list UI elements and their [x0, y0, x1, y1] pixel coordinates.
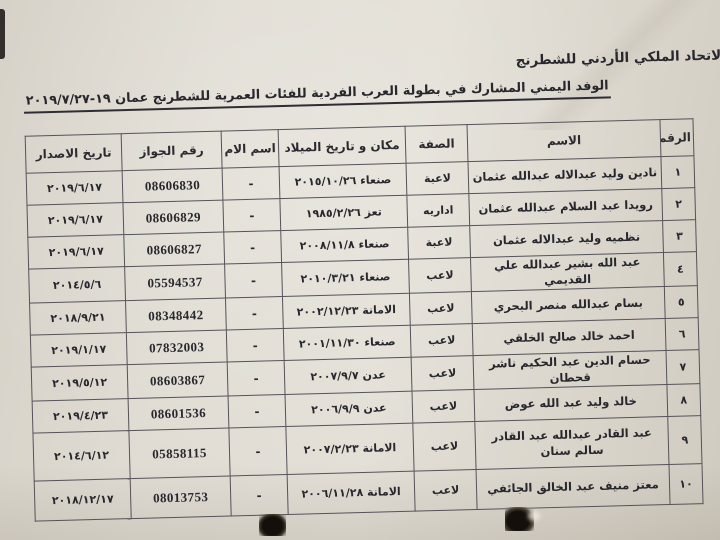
issue-date: ٢٠١٤/٥/٦ — [28, 266, 126, 304]
member-role: لاعب — [412, 421, 477, 472]
member-name: نظميه وليد عبدالاله عثمان — [469, 220, 664, 258]
issue-date: ٢٠١٤/٦/١٢ — [32, 430, 131, 482]
member-role: لاعبة — [406, 161, 469, 196]
col-header-name: الاسم — [467, 119, 661, 162]
passport-number: 08603867 — [127, 362, 229, 399]
member-name: نادين وليد عبدالاله عبدالله عثمان — [467, 156, 662, 194]
member-name: حسام الدين عبد الحكيم ناشر قحطان — [473, 350, 667, 390]
row-number: ٥ — [664, 285, 699, 319]
member-name: احمد خالد صالح الخلقي — [472, 318, 667, 356]
member-role: اداريه — [406, 193, 470, 228]
row-number: ٣ — [662, 219, 697, 253]
mother-name: - — [225, 296, 284, 331]
row-number: ٨ — [666, 383, 701, 417]
passport-number: 05858115 — [128, 428, 231, 479]
document-subtitle: الوفد اليمني المشارك في بطولة العرب الفر… — [23, 78, 611, 114]
col-header-birth: مكان و تاريخ الميلاد — [278, 126, 407, 167]
passport-number: 08606830 — [122, 168, 223, 203]
birth-place-date: عدن ٢٠٠٧/٩/٧ — [284, 357, 412, 395]
row-number: ١ — [660, 155, 695, 189]
col-header-issued: تاريخ الاصدار — [25, 133, 123, 174]
birth-place-date: صنعاء ٢٠١٥/١٠/٢٦ — [279, 163, 407, 199]
row-number: ٩ — [667, 415, 702, 465]
birth-place-date: صنعاء ٢٠٠١/١١/٣٠ — [283, 325, 412, 361]
member-role: لاعب — [414, 469, 478, 512]
issue-date: ٢٠١٨/٩/٢١ — [29, 300, 127, 336]
row-number: ٢ — [661, 187, 696, 221]
member-name: خالد وليد عبد الله عوض — [473, 384, 668, 422]
issue-date: ٢٠١٨/١٢/١٧ — [34, 478, 132, 522]
member-role: لاعبة — [407, 225, 471, 260]
issue-date: ٢٠١٩/٥/١٢ — [31, 364, 129, 402]
birth-place-date: الامانة ٢٠٠٢/١٢/٢٣ — [282, 293, 411, 329]
row-number: ٦ — [665, 317, 699, 351]
delegation-table: الرقم الاسم الصفة مكان و تاريخ الميلاد ا… — [25, 118, 704, 522]
col-header-role: الصفة — [405, 124, 468, 164]
col-header-mother: اسم الام — [221, 129, 280, 169]
issue-date: ٢٠١٩/١/١٧ — [30, 332, 128, 368]
passport-number: 05594537 — [124, 264, 226, 301]
issue-date: ٢٠١٩/٦/١٧ — [27, 234, 125, 270]
member-role: لاعب — [409, 291, 473, 326]
passport-number: 08013753 — [130, 476, 232, 519]
passport-number: 08606827 — [123, 232, 225, 267]
passport-number: 08348442 — [125, 298, 227, 333]
issue-date: ٢٠١٩/٦/١٧ — [26, 170, 123, 206]
mother-name: - — [230, 474, 289, 517]
federation-title: الاتحاد الملكي الأردني للشطرنج — [515, 47, 720, 69]
member-name: عبد القادر عبدالله عبد القادر سالم سنان — [474, 416, 669, 470]
birth-place-date: الامانة ٢٠٠٧/٢/٢٣ — [285, 423, 415, 475]
birth-place-date: عدن ٢٠٠٦/٩/٩ — [285, 391, 413, 427]
passport-number: 07832003 — [126, 330, 228, 365]
member-role: لاعب — [410, 323, 474, 358]
birth-place-date: الامانة ٢٠٠٦/١١/٢٨ — [287, 471, 416, 515]
member-role: لاعب — [411, 389, 475, 424]
col-header-passport: رقم الجواز — [121, 131, 223, 171]
mother-name: - — [226, 328, 285, 363]
mother-name: - — [228, 426, 288, 477]
mother-name: - — [223, 230, 282, 265]
mother-name: - — [222, 198, 281, 233]
row-number: ٧ — [666, 349, 700, 385]
birth-place-date: صنعاء ٢٠٠٨/١١/٨ — [280, 227, 409, 263]
birth-place-date: صنعاء ٢٠١٠/٣/٢١ — [281, 259, 410, 297]
mother-name: - — [222, 166, 280, 201]
left-edge-mark — [0, 9, 5, 59]
member-name: بسام عبدالله منصر البحري — [471, 286, 666, 324]
mother-name: - — [224, 262, 283, 299]
mother-name: - — [227, 360, 286, 397]
member-name: رويدا عبد السلام عبدالله عثمان — [468, 188, 663, 226]
passport-number: 08601536 — [128, 396, 229, 431]
birth-place-date: تعز ١٩٨٥/٢/٢٦ — [279, 195, 408, 231]
issue-date: ٢٠١٩/٦/١٧ — [26, 202, 124, 238]
member-name: عبد الله بشير عبدالله علي القديمي — [470, 252, 665, 292]
member-role: لاعب — [411, 355, 474, 392]
passport-number: 08606829 — [122, 200, 224, 235]
row-number: ٤ — [663, 251, 698, 287]
col-header-number: الرقم — [659, 118, 694, 157]
member-name: معتز منيف عبد الخالق الجائفي — [476, 464, 671, 510]
mother-name: - — [228, 394, 286, 429]
member-role: لاعب — [408, 257, 472, 294]
row-number: ١٠ — [668, 463, 704, 505]
issue-date: ٢٠١٩/٤/٢٣ — [32, 398, 129, 434]
